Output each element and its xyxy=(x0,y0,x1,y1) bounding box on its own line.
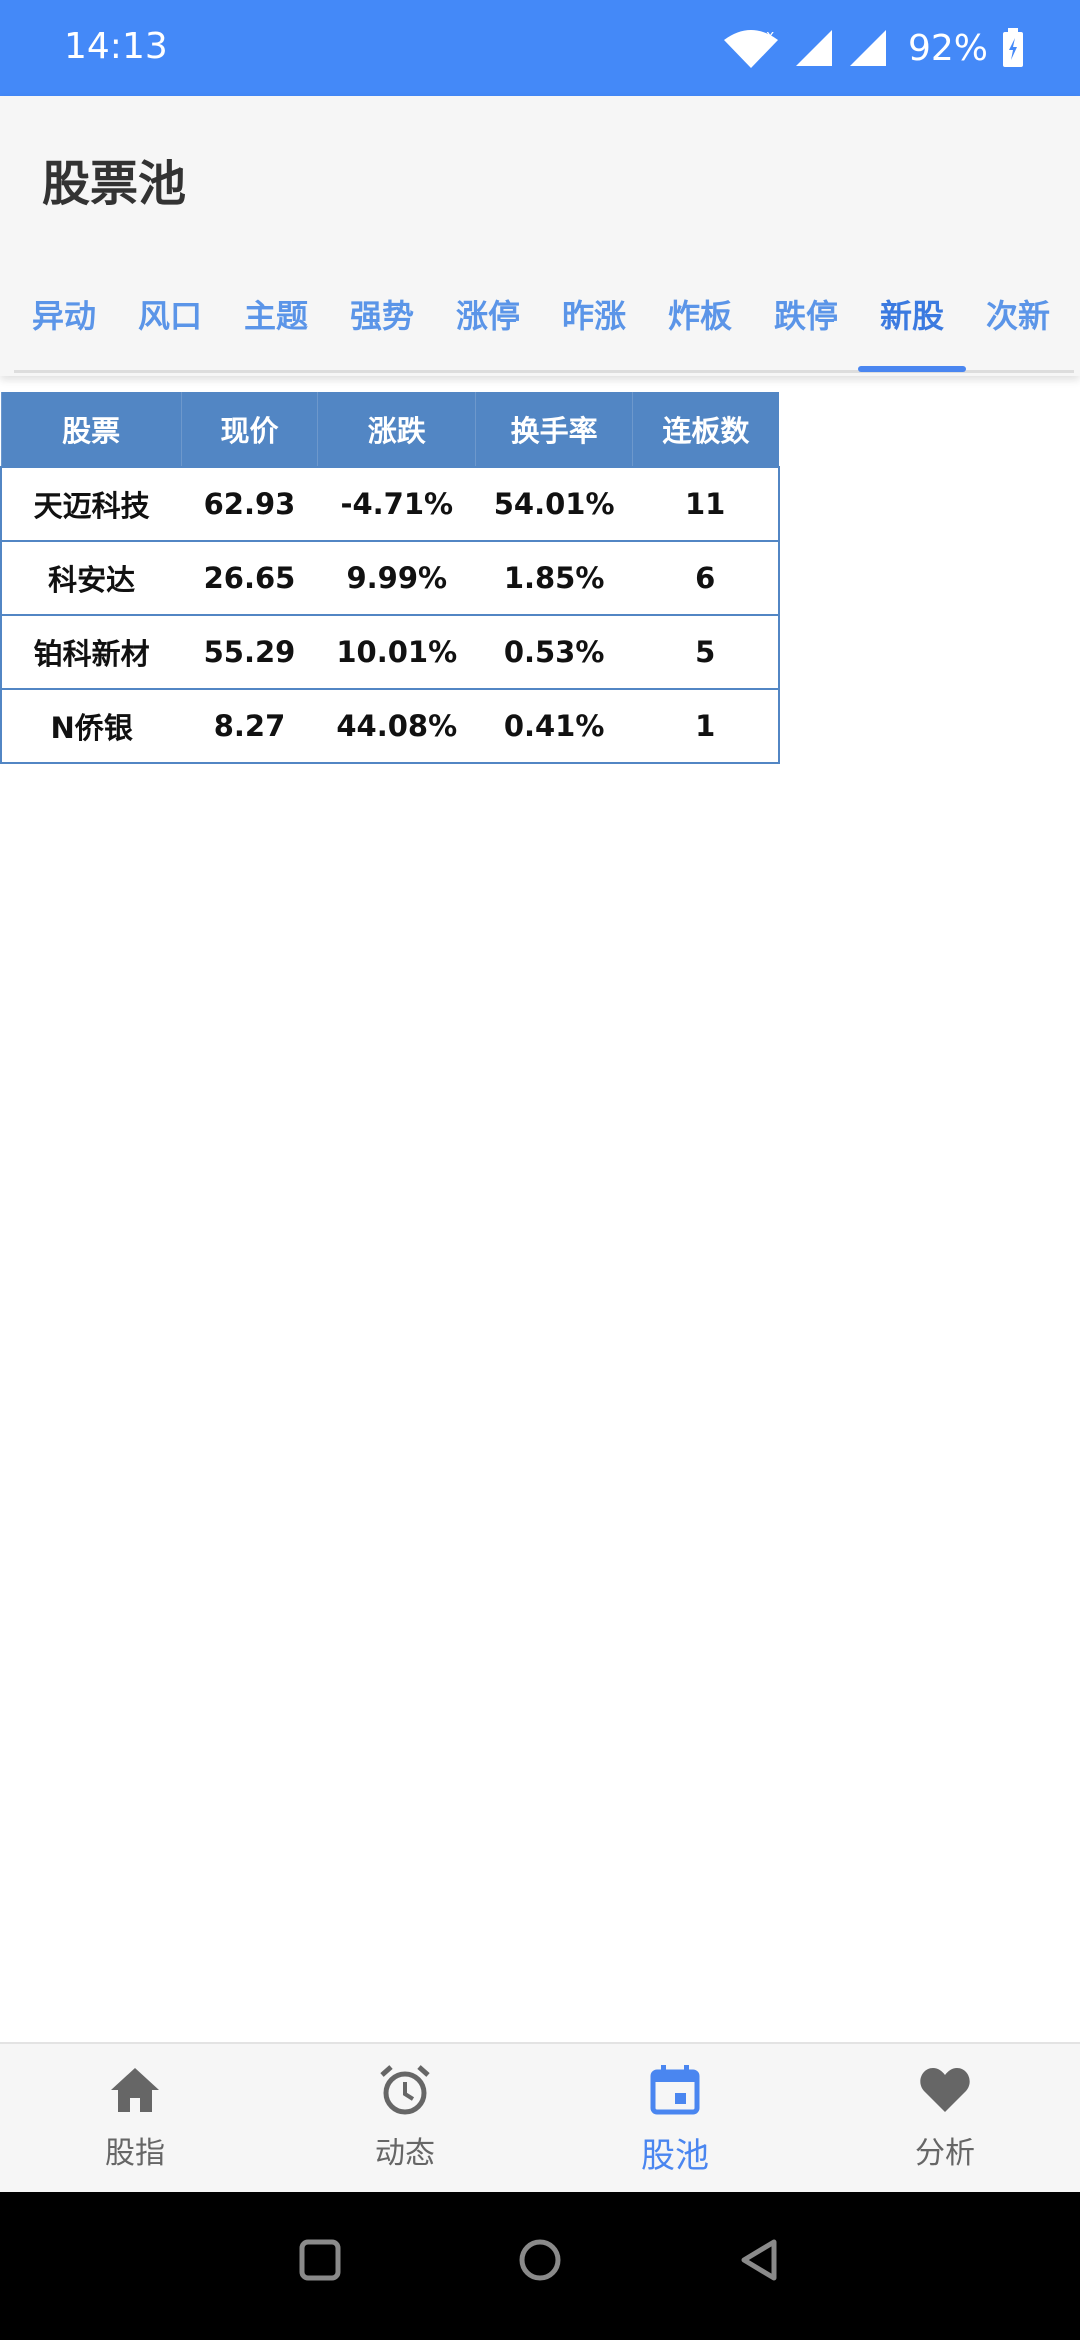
status-icons: x 92% xyxy=(722,24,1024,72)
column-header-stock[interactable]: 股票 xyxy=(0,392,182,467)
cell-stock-name: 铂科新材 xyxy=(0,614,182,689)
nav-item-dynamics[interactable]: 动态 xyxy=(305,2062,505,2182)
nav-item-indices[interactable]: 股指 xyxy=(35,2062,235,2182)
tab-bar: 异动 风口 主题 强势 涨停 昨涨 炸板 跌停 新股 次新 xyxy=(0,286,1080,366)
home-icon xyxy=(35,2062,235,2118)
table-header-row: 股票 现价 涨跌 换手率 连板数 xyxy=(0,392,779,467)
system-nav-bar xyxy=(0,2192,1080,2340)
tab-fengkou[interactable]: 风口 xyxy=(137,297,202,335)
cell-streak: 1 xyxy=(632,688,780,764)
cell-change: 9.99% xyxy=(317,540,476,615)
nav-label-stock-pool: 股池 xyxy=(641,2136,709,2176)
status-time: 14:13 xyxy=(64,26,168,67)
page-title: 股票池 xyxy=(42,156,187,212)
tab-qiangshi[interactable]: 强势 xyxy=(349,297,414,335)
home-button-icon[interactable] xyxy=(516,2236,564,2288)
tab-zhuti[interactable]: 主题 xyxy=(243,297,308,335)
heart-icon xyxy=(845,2062,1045,2118)
calendar-icon xyxy=(575,2062,775,2118)
cell-signal-icon xyxy=(794,28,834,68)
back-icon[interactable] xyxy=(736,2236,784,2288)
active-tab-indicator xyxy=(858,366,966,372)
tab-yidong[interactable]: 异动 xyxy=(31,297,96,335)
cell-turnover: 0.41% xyxy=(475,688,633,764)
cell-change: 10.01% xyxy=(317,614,476,689)
tab-dieting[interactable]: 跌停 xyxy=(773,297,838,335)
column-header-price[interactable]: 现价 xyxy=(180,392,318,467)
tabs-divider xyxy=(14,370,1074,373)
cell-stock-name: N侨银 xyxy=(0,688,182,764)
app-header: 股票池 异动 风口 主题 强势 涨停 昨涨 炸板 跌停 新股 次新 xyxy=(0,96,1080,376)
cell-streak: 6 xyxy=(632,540,780,615)
nav-item-stock-pool[interactable]: 股池 xyxy=(575,2062,775,2182)
cell-price: 8.27 xyxy=(181,688,318,764)
battery-icon xyxy=(1002,28,1024,68)
table-row[interactable]: 铂科新材 55.29 10.01% 0.53% 5 xyxy=(0,614,780,689)
tab-xingu[interactable]: 新股 xyxy=(879,297,944,335)
cell-signal-2-icon xyxy=(848,28,888,68)
recent-apps-icon[interactable] xyxy=(296,2236,344,2288)
column-header-turnover[interactable]: 换手率 xyxy=(475,392,633,467)
cell-stock-name: 天迈科技 xyxy=(0,466,182,541)
table-row[interactable]: N侨银 8.27 44.08% 0.41% 1 xyxy=(0,688,780,764)
nav-label-indices: 股指 xyxy=(105,2136,165,2171)
status-bar: 14:13 x 92% xyxy=(0,0,1080,96)
cell-stock-name: 科安达 xyxy=(0,540,182,615)
svg-text:x: x xyxy=(766,28,774,44)
cell-streak: 5 xyxy=(632,614,780,689)
column-header-streak[interactable]: 连板数 xyxy=(631,392,779,467)
nav-label-analysis: 分析 xyxy=(915,2136,975,2171)
stock-table: 股票 现价 涨跌 换手率 连板数 天迈科技 62.93 -4.71% 54.01… xyxy=(0,392,780,764)
tab-zhaban[interactable]: 炸板 xyxy=(667,297,732,335)
table-row[interactable]: 天迈科技 62.93 -4.71% 54.01% 11 xyxy=(0,466,780,541)
nav-label-dynamics: 动态 xyxy=(375,2136,435,2171)
bottom-nav: 股指 动态 股池 xyxy=(0,2042,1080,2194)
alarm-clock-icon xyxy=(305,2062,505,2118)
cell-streak: 11 xyxy=(632,466,780,541)
cell-price: 26.65 xyxy=(181,540,318,615)
cell-turnover: 54.01% xyxy=(475,466,633,541)
cell-price: 55.29 xyxy=(181,614,318,689)
cell-price: 62.93 xyxy=(181,466,318,541)
table-row[interactable]: 科安达 26.65 9.99% 1.85% 6 xyxy=(0,540,780,615)
tab-zhangting[interactable]: 涨停 xyxy=(455,297,520,335)
column-header-change[interactable]: 涨跌 xyxy=(317,392,476,467)
cell-change: 44.08% xyxy=(317,688,476,764)
cell-turnover: 0.53% xyxy=(475,614,633,689)
cell-turnover: 1.85% xyxy=(475,540,633,615)
tab-cixin[interactable]: 次新 xyxy=(985,297,1050,335)
battery-percent: 92% xyxy=(907,27,988,69)
wifi-icon: x xyxy=(722,26,780,70)
cell-change: -4.71% xyxy=(317,466,476,541)
nav-item-analysis[interactable]: 分析 xyxy=(845,2062,1045,2182)
tab-zuozhang[interactable]: 昨涨 xyxy=(561,297,626,335)
